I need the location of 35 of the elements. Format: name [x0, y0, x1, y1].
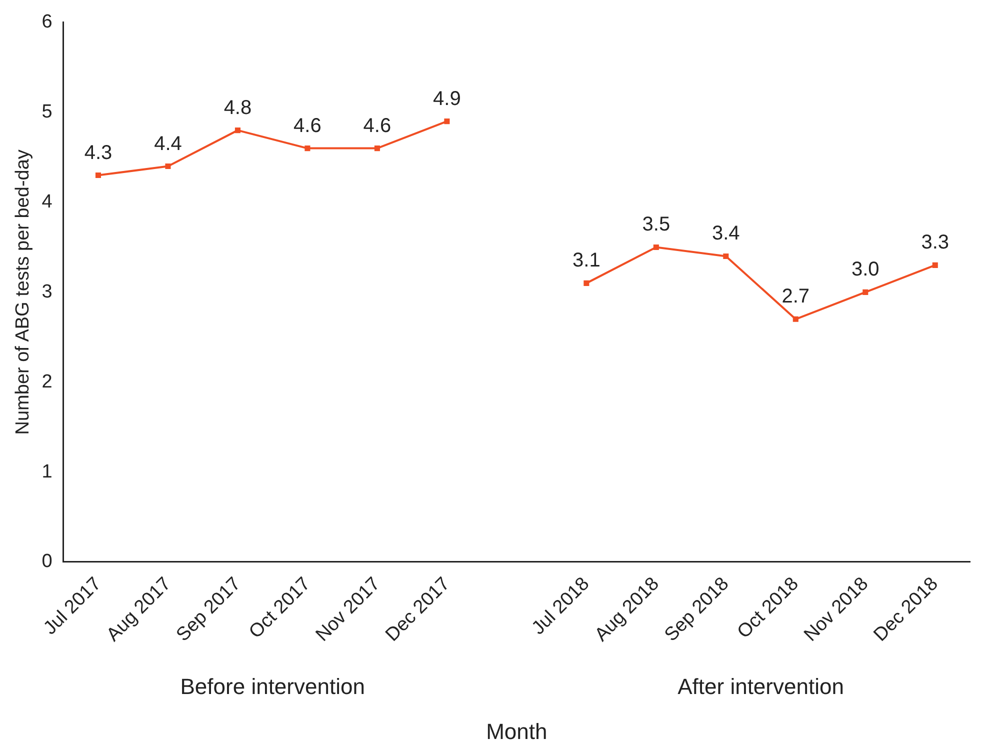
y-tick-label: 3	[42, 281, 52, 302]
data-label: 3.4	[712, 222, 740, 245]
point	[234, 128, 240, 134]
point	[444, 118, 450, 124]
data-label: 4.6	[294, 114, 322, 137]
y-tick-label: 2	[42, 371, 52, 392]
text: Before intervention	[180, 674, 365, 700]
point	[792, 316, 798, 322]
y-tick-label: 6	[42, 12, 52, 33]
y-tick-label: 0	[42, 551, 52, 572]
data-label: 4.4	[154, 132, 182, 155]
x-axis-title: Month	[486, 718, 548, 744]
data-label: 2.7	[782, 286, 810, 308]
data-label: 3.0	[851, 258, 880, 281]
data-label: 3.5	[642, 214, 670, 236]
point	[584, 280, 590, 286]
y-tick-label: 4	[42, 191, 53, 212]
data-label: 3.1	[572, 250, 600, 272]
y-tick-label: 5	[42, 102, 52, 123]
y-tick-label: 1	[42, 461, 52, 482]
data-label: 3.3	[921, 232, 950, 254]
point	[653, 244, 659, 250]
point	[95, 172, 102, 178]
point	[165, 164, 171, 170]
point	[723, 253, 729, 259]
data-label: 4.8	[224, 96, 252, 119]
data-label: 4.3	[84, 142, 112, 164]
point	[932, 262, 938, 268]
point	[374, 146, 380, 152]
data-label: 4.9	[433, 88, 461, 110]
y-axis-title: Number of ABG tests per bed-day	[12, 149, 34, 435]
point	[862, 289, 868, 295]
data-label: 4.6	[363, 114, 392, 137]
point	[304, 146, 310, 152]
text: After intervention	[678, 674, 844, 700]
